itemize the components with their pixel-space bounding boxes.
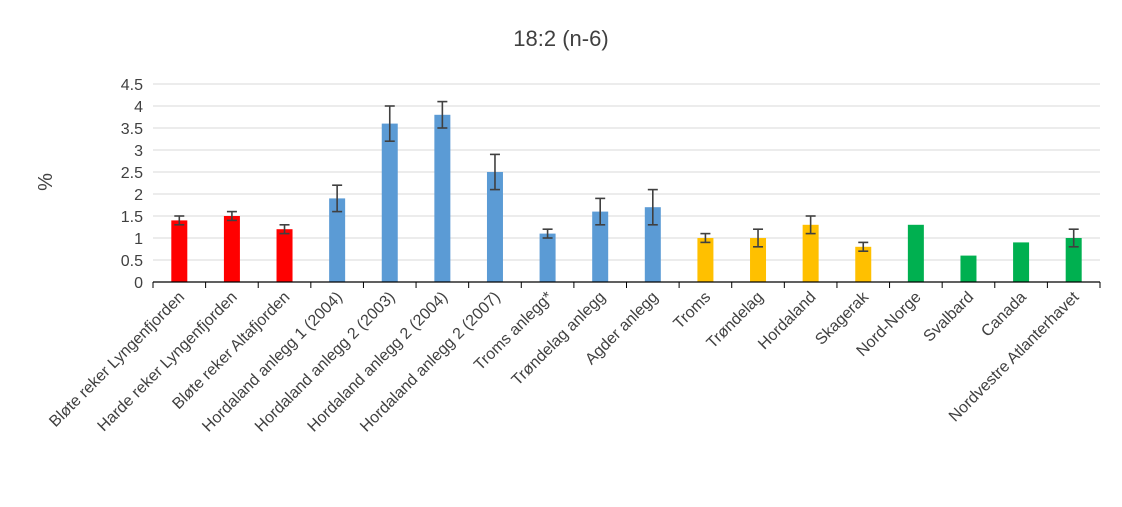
error-bar xyxy=(595,197,606,226)
bar xyxy=(750,238,767,282)
y-tick-label: 2.5 xyxy=(121,165,143,182)
error-bar xyxy=(437,100,448,129)
x-tick-label: Trøndelag anlegg xyxy=(509,289,609,389)
bar xyxy=(907,224,924,282)
bar xyxy=(434,114,451,282)
y-tick-label: 3.5 xyxy=(121,121,143,138)
bar xyxy=(855,246,872,282)
bar xyxy=(960,255,977,282)
x-tick-label: Svalbard xyxy=(921,289,978,346)
y-tick-labels: 0 0.5 1 1.5 2 2.5 3 3.5 4 4.5 xyxy=(121,77,143,292)
bar xyxy=(592,211,609,282)
bar xyxy=(486,172,503,282)
y-tick-label: 4 xyxy=(134,99,143,116)
bar xyxy=(539,233,556,282)
error-bars xyxy=(174,100,1079,252)
y-tick-label: 0.5 xyxy=(121,253,143,270)
bar xyxy=(329,198,346,282)
y-axis-label: % xyxy=(35,173,57,191)
x-tick-label: Hordaland xyxy=(755,289,819,353)
x-tick-label: Troms xyxy=(671,289,715,333)
error-bar xyxy=(805,215,816,235)
error-bar xyxy=(226,210,237,222)
x-tick-label: Canada xyxy=(978,289,1030,341)
error-bar xyxy=(542,228,553,239)
y-tick-label: 2 xyxy=(134,187,143,204)
chart-title: 18:2 (n-6) xyxy=(513,26,608,51)
error-bar xyxy=(858,241,869,252)
y-tick-label: 0 xyxy=(134,275,143,292)
error-bar xyxy=(647,188,658,226)
bar xyxy=(171,220,188,282)
error-bar xyxy=(332,184,343,213)
error-bar xyxy=(384,105,395,142)
axes xyxy=(152,281,1101,288)
y-tick-label: 4.5 xyxy=(121,77,143,94)
bar xyxy=(697,238,714,282)
y-tick-label: 1.5 xyxy=(121,209,143,226)
error-bar xyxy=(753,228,764,248)
bar xyxy=(802,224,819,282)
error-bar xyxy=(700,232,711,244)
bar xyxy=(1013,242,1030,282)
bars xyxy=(171,114,1082,282)
error-bar xyxy=(1068,228,1079,248)
bar xyxy=(644,207,661,282)
y-tick-label: 3 xyxy=(134,143,143,160)
bar xyxy=(223,216,240,282)
error-bar xyxy=(279,224,290,235)
bar xyxy=(1065,238,1082,282)
gridlines xyxy=(153,83,1100,261)
bar xyxy=(381,123,398,282)
bar xyxy=(276,229,293,282)
y-tick-label: 1 xyxy=(134,231,143,248)
error-bar xyxy=(174,215,185,226)
error-bar xyxy=(489,153,500,191)
